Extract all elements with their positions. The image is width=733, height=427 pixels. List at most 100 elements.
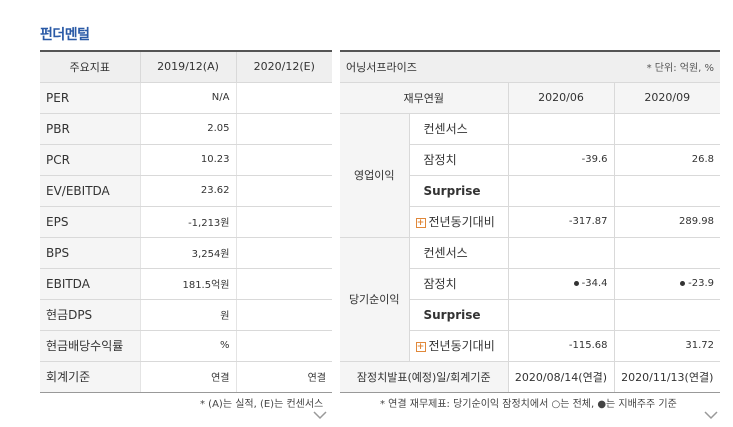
row-label: EBITDA <box>40 268 140 300</box>
cell-2020-06: -34.4 <box>508 268 614 300</box>
cell-2020-06 <box>508 113 614 145</box>
cell-actual: 원 <box>139 299 236 331</box>
cell-2020-06: -115.68 <box>508 330 614 362</box>
cell-2020-06 <box>508 299 614 331</box>
table-title-row: 어닝서프라이즈 * 단위: 억원, % <box>340 51 721 83</box>
col-header-indicator: 주요지표 <box>40 51 140 83</box>
cell-2020-09 <box>613 113 721 145</box>
cell-estimate <box>235 268 332 300</box>
row-label-with-toggle[interactable]: + 전년동기대비 <box>409 206 509 238</box>
row-label: 전년동기대비 <box>428 215 495 229</box>
table-row: EPS -1,213원 <box>40 206 332 238</box>
cell-estimate <box>235 330 332 362</box>
plus-icon[interactable]: + <box>415 341 426 352</box>
chevron-down-icon[interactable] <box>313 410 327 424</box>
cell-actual: 10.23 <box>139 144 236 176</box>
cell-2020-06: -317.87 <box>508 206 614 238</box>
table-row: Surprise <box>340 175 721 207</box>
key-indicators-table: 주요지표 2019/12(A) 2020/12(E) PER N/A PBR 2.0… <box>40 50 332 393</box>
cell-estimate <box>235 82 332 114</box>
row-label: PBR <box>40 113 140 145</box>
table-row: 현금배당수익률% <box>40 330 332 362</box>
row-label: 컨센서스 <box>409 113 509 145</box>
cell-estimate <box>235 237 332 269</box>
group-net-income: 당기순이익 <box>340 237 410 362</box>
table-row: 회계기준 연결 연결 <box>40 361 332 393</box>
table-header-row: 재무연월 2020/06 2020/09 <box>340 82 721 114</box>
cell-2020-06: 2020/08/14(연결) <box>507 361 614 393</box>
cell-value: -23.9 <box>688 278 715 289</box>
cell-estimate: 연결 <box>235 361 332 393</box>
cell-actual: 23.62 <box>139 175 236 207</box>
col-header-2020-06: 2020/06 <box>507 82 614 114</box>
cell-actual: 181.5억원 <box>139 268 236 300</box>
table-row: Surprise <box>340 299 721 331</box>
cell-2020-09 <box>613 175 721 207</box>
table-title: 어닝서프라이즈 <box>340 51 508 83</box>
cell-actual: 3,254원 <box>139 237 236 269</box>
row-label: 현금DPS <box>40 299 140 331</box>
col-header-period: 재무연월 <box>340 82 508 114</box>
table-row: + 전년동기대비 -317.87 289.98 <box>340 206 721 238</box>
table-row: PCR 10.23 <box>40 144 332 176</box>
row-label: 잠정치 <box>409 268 509 300</box>
cell-2020-09 <box>613 237 721 269</box>
row-label-with-toggle[interactable]: + 전년동기대비 <box>409 330 509 362</box>
table-row: + 전년동기대비 -115.68 31.72 <box>340 330 721 362</box>
col-header-actual: 2019/12(A) <box>139 51 236 83</box>
table-row: 잠정치 -39.6 26.8 <box>340 144 721 176</box>
cell-actual: -1,213원 <box>139 206 236 238</box>
plus-icon[interactable]: + <box>415 217 426 228</box>
group-operating-profit: 영업이익 <box>340 113 410 238</box>
table-row: 잠정치 -34.4 -23.9 <box>340 268 721 300</box>
row-label: 잠정치발표(예정)일/회계기준 <box>340 361 508 393</box>
cell-2020-09 <box>613 299 721 331</box>
table-row: 영업이익 컨센서스 <box>340 113 721 238</box>
row-label: 전년동기대비 <box>428 339 495 353</box>
right-footnote: * 연결 재무제표: 당기순이익 잠정치에서 ○는 전체, ●는 지배주주 기준 <box>380 399 677 410</box>
cell-actual: 2.05 <box>139 113 236 145</box>
row-label: Surprise <box>409 175 509 207</box>
left-footnote: * (A)는 실적, (E)는 컨센서스 <box>200 399 324 410</box>
row-label: Surprise <box>409 299 509 331</box>
cell-2020-06 <box>508 237 614 269</box>
row-label: 현금배당수익률 <box>40 330 140 362</box>
cell-2020-09: -23.9 <box>613 268 721 300</box>
cell-estimate <box>235 206 332 238</box>
row-label: BPS <box>40 237 140 269</box>
cell-estimate <box>235 144 332 176</box>
row-label: PCR <box>40 144 140 176</box>
table-row: 현금DPS 원 <box>40 299 332 331</box>
cell-estimate <box>235 299 332 331</box>
section-title: 펀더멘털 <box>40 27 90 43</box>
cell-actual: 연결 <box>139 361 236 393</box>
cell-2020-06: -39.6 <box>508 144 614 176</box>
row-label: 잠정치 <box>409 144 509 176</box>
row-label: 회계기준 <box>40 361 140 393</box>
row-label: EV/EBITDA <box>40 175 140 207</box>
cell-2020-09: 2020/11/13(연결) <box>613 361 721 393</box>
table-header-row: 주요지표 2019/12(A) 2020/12(E) <box>40 51 332 83</box>
cell-2020-06 <box>508 175 614 207</box>
earnings-surprise-table: 어닝서프라이즈 * 단위: 억원, % 재무연월 2020/06 2020/09… <box>340 50 721 393</box>
chevron-down-icon[interactable] <box>704 410 718 424</box>
cell-2020-09: 31.72 <box>613 330 721 362</box>
row-label: EPS <box>40 206 140 238</box>
table-row: 잠정치발표(예정)일/회계기준 2020/08/14(연결) 2020/11/1… <box>340 361 721 393</box>
cell-value: -34.4 <box>581 278 608 289</box>
cell-estimate <box>235 175 332 207</box>
filled-dot-icon <box>680 280 686 286</box>
cell-estimate <box>235 113 332 145</box>
table-row: BPS 3,254원 <box>40 237 332 269</box>
table-row: 당기순이익 컨센서스 <box>340 237 721 362</box>
table-row: EV/EBITDA 23.62 <box>40 175 332 207</box>
col-header-2020-09: 2020/09 <box>613 82 721 114</box>
cell-actual: N/A <box>139 82 236 114</box>
cell-2020-09: 26.8 <box>613 144 721 176</box>
table-row: EBITDA 181.5억원 <box>40 268 332 300</box>
row-label: PER <box>40 82 140 114</box>
cell-2020-09: 289.98 <box>613 206 721 238</box>
unit-note: * 단위: 억원, % <box>508 51 721 83</box>
table-row: PER N/A <box>40 82 332 114</box>
col-header-estimate: 2020/12(E) <box>235 51 332 83</box>
